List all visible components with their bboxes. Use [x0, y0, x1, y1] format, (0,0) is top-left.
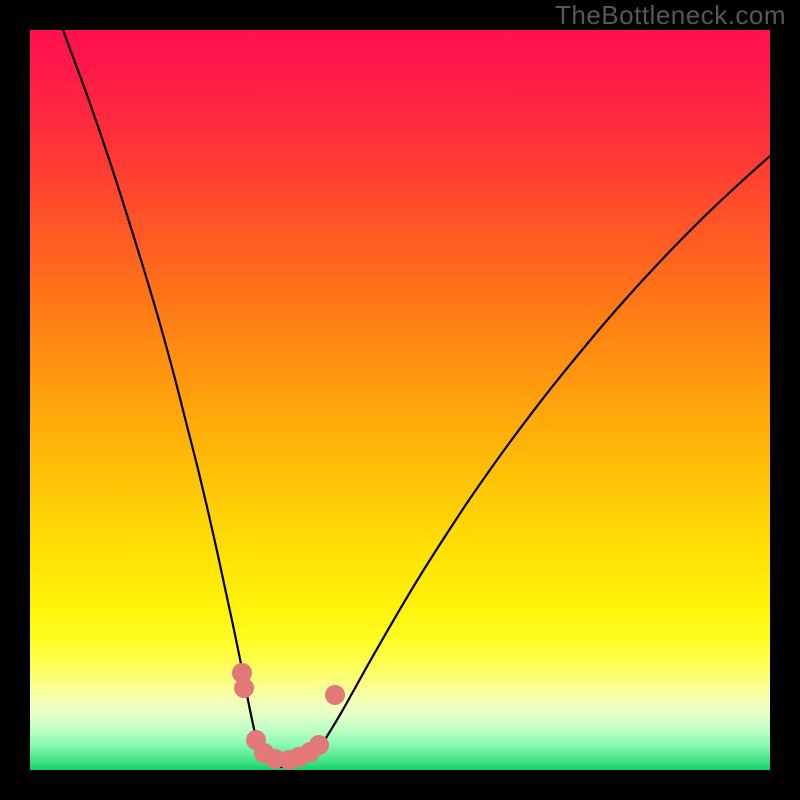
bottleneck-curve-svg [0, 0, 800, 800]
watermark-source: TheBottleneck.com [555, 0, 786, 31]
data-marker [325, 685, 345, 705]
curve-path [63, 30, 282, 767]
stage: TheBottleneck.com [0, 0, 800, 800]
data-marker [309, 735, 329, 755]
data-marker [234, 678, 254, 698]
curve-path [282, 156, 770, 767]
